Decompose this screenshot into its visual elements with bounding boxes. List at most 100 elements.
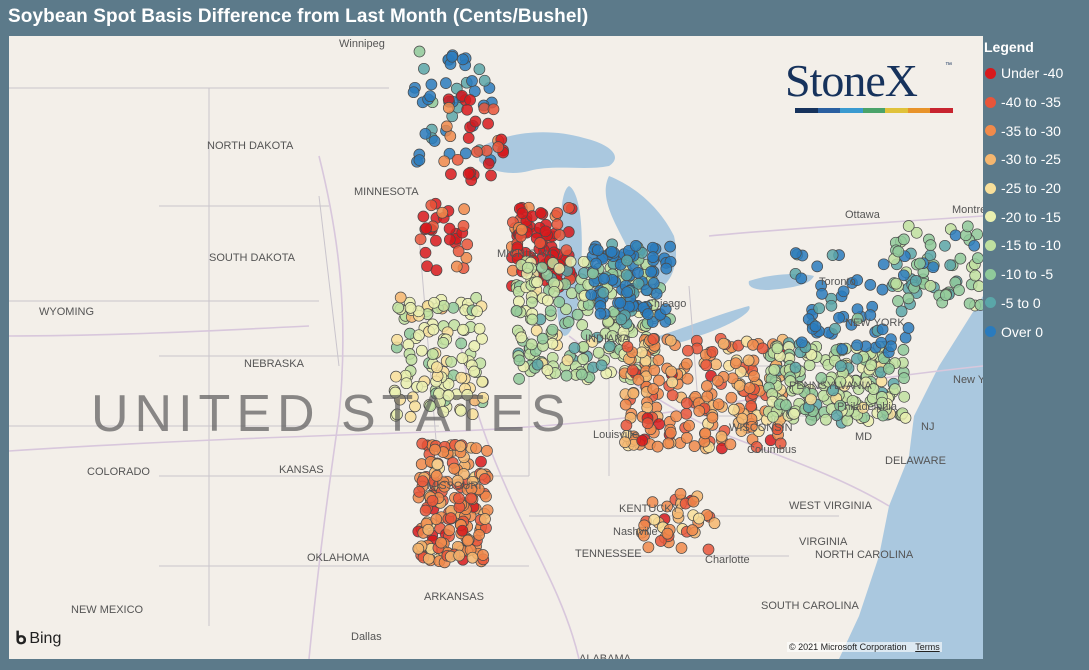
map-marker[interactable] xyxy=(466,408,479,421)
map-marker[interactable] xyxy=(827,384,839,397)
legend-item[interactable]: -5 to 0 xyxy=(984,289,1089,318)
map-marker[interactable] xyxy=(534,207,547,219)
map-marker[interactable] xyxy=(445,168,457,180)
map-marker[interactable] xyxy=(851,352,863,365)
map-marker[interactable] xyxy=(733,379,746,392)
map-marker[interactable] xyxy=(436,206,449,219)
map-marker[interactable] xyxy=(429,443,441,456)
map-marker[interactable] xyxy=(963,297,976,310)
map-marker[interactable] xyxy=(632,266,644,279)
map-marker[interactable] xyxy=(834,375,847,388)
map-marker[interactable] xyxy=(974,299,983,311)
map-marker[interactable] xyxy=(482,157,495,170)
map-marker[interactable] xyxy=(626,364,639,377)
map-marker[interactable] xyxy=(949,229,962,242)
map-marker[interactable] xyxy=(706,411,719,424)
map-marker[interactable] xyxy=(530,324,543,337)
map-marker[interactable] xyxy=(471,146,483,158)
map-marker[interactable] xyxy=(836,343,849,356)
map-marker[interactable] xyxy=(651,440,664,453)
map-marker[interactable] xyxy=(438,480,451,493)
map-marker[interactable] xyxy=(468,340,481,352)
map-marker[interactable] xyxy=(829,322,841,335)
map-marker[interactable] xyxy=(409,400,421,413)
bing-attribution[interactable]: ᑲ Bing xyxy=(15,628,61,649)
map-marker[interactable] xyxy=(953,284,965,296)
map-marker[interactable] xyxy=(971,228,983,241)
map-marker[interactable] xyxy=(897,269,910,282)
map-marker[interactable] xyxy=(451,474,464,487)
map-marker[interactable] xyxy=(560,369,573,382)
map-marker[interactable] xyxy=(390,370,402,383)
map-marker[interactable] xyxy=(568,342,581,354)
map-marker[interactable] xyxy=(457,53,469,66)
map-marker[interactable] xyxy=(876,396,888,409)
map-marker[interactable] xyxy=(648,364,661,377)
map-marker[interactable] xyxy=(422,523,435,536)
map-marker[interactable] xyxy=(479,513,491,525)
map-marker[interactable] xyxy=(621,254,633,267)
map-marker[interactable] xyxy=(521,261,534,274)
map-marker[interactable] xyxy=(575,368,588,381)
map-marker[interactable] xyxy=(418,62,430,75)
map-marker[interactable] xyxy=(553,296,566,308)
map-marker[interactable] xyxy=(795,272,808,285)
map-marker[interactable] xyxy=(927,261,940,274)
map-marker[interactable] xyxy=(415,344,428,357)
map-marker[interactable] xyxy=(510,305,523,317)
map-marker[interactable] xyxy=(796,336,808,349)
map-marker[interactable] xyxy=(636,434,649,447)
map-marker[interactable] xyxy=(462,167,475,180)
map-marker[interactable] xyxy=(447,301,460,314)
map-marker[interactable] xyxy=(477,391,489,404)
map-marker[interactable] xyxy=(666,389,679,402)
map-marker[interactable] xyxy=(516,207,529,220)
map-marker[interactable] xyxy=(647,333,660,345)
map-marker[interactable] xyxy=(788,408,800,420)
map-marker[interactable] xyxy=(453,549,466,562)
map-marker[interactable] xyxy=(899,331,912,344)
map-marker[interactable] xyxy=(536,261,548,274)
map-marker[interactable] xyxy=(456,352,469,365)
map-marker[interactable] xyxy=(664,240,676,253)
map-marker[interactable] xyxy=(876,323,889,336)
map-marker[interactable] xyxy=(816,288,828,300)
legend-item[interactable]: Under -40 xyxy=(984,59,1089,88)
map-marker[interactable] xyxy=(461,534,474,547)
map-marker[interactable] xyxy=(420,222,433,235)
map-marker[interactable] xyxy=(961,220,974,233)
map-marker[interactable] xyxy=(902,220,915,232)
map-marker[interactable] xyxy=(662,437,675,450)
map-marker[interactable] xyxy=(885,340,897,353)
map-marker[interactable] xyxy=(789,247,802,259)
map-marker[interactable] xyxy=(717,337,730,350)
map-marker[interactable] xyxy=(414,233,427,246)
map-marker[interactable] xyxy=(560,303,572,316)
map-marker[interactable] xyxy=(621,286,633,299)
map-marker[interactable] xyxy=(457,220,470,232)
map-marker[interactable] xyxy=(831,409,843,422)
map-marker[interactable] xyxy=(973,280,983,292)
map-marker[interactable] xyxy=(413,45,426,58)
map-marker[interactable] xyxy=(627,387,640,400)
map-marker[interactable] xyxy=(577,353,589,365)
map-marker[interactable] xyxy=(452,245,465,258)
map-marker[interactable] xyxy=(444,130,457,143)
map-marker[interactable] xyxy=(899,412,912,424)
legend-item[interactable]: -30 to -25 xyxy=(984,145,1089,174)
map-marker[interactable] xyxy=(392,301,405,314)
map-marker[interactable] xyxy=(815,372,828,384)
map-marker[interactable] xyxy=(924,239,937,251)
map-marker[interactable] xyxy=(560,244,573,257)
map-marker[interactable] xyxy=(969,269,982,282)
map-marker[interactable] xyxy=(553,229,566,241)
map-marker[interactable] xyxy=(712,398,725,411)
map-marker[interactable] xyxy=(680,397,693,409)
map-marker[interactable] xyxy=(422,552,435,565)
map-marker[interactable] xyxy=(642,308,654,320)
map-marker[interactable] xyxy=(809,320,822,333)
map-marker[interactable] xyxy=(580,328,593,341)
map-marker[interactable] xyxy=(544,305,557,317)
map-marker[interactable] xyxy=(526,313,539,326)
map-marker[interactable] xyxy=(468,365,480,378)
